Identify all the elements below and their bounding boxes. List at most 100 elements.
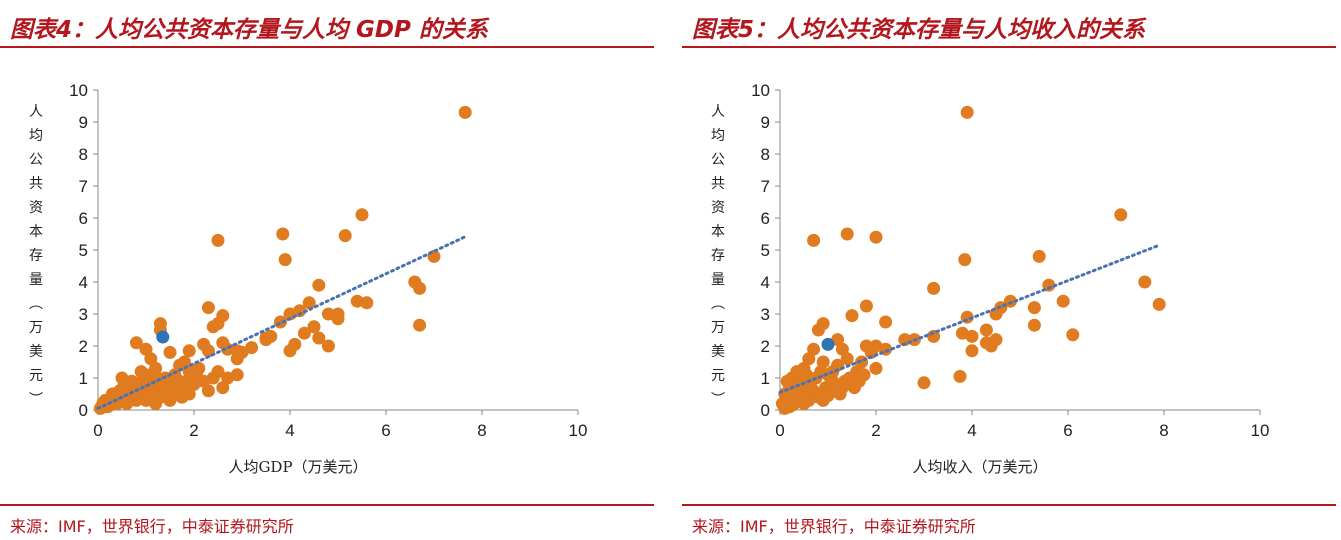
x-tick-label: 6 [1063,421,1072,440]
data-point [216,381,230,395]
data-point [211,233,225,247]
y-tick-label: 8 [79,145,88,164]
y-tick-label: 2 [79,337,88,356]
data-point [1152,297,1166,311]
x-tick-label: 10 [569,421,588,440]
y-tick-label: 1 [761,369,770,388]
y-tick-label: 7 [761,177,770,196]
data-point [826,374,840,388]
chart-panel-right: 图表5：人均公共资本存量与人均收入的关系 人均公共资本存量 ︵ 万美元 ︶ 0 1 2 3 4… [682,0,1336,540]
data-point [953,369,967,383]
data-point [182,344,196,358]
data-point [840,352,854,366]
y-tick-label: 9 [79,113,88,132]
data-point [1066,328,1080,342]
trend-line [96,234,470,410]
data-point [312,331,326,345]
data-point [831,333,845,347]
data-point [139,342,153,356]
data-point [1027,301,1041,315]
data-point [117,377,131,391]
data-point [859,339,873,353]
x-tick-label: 8 [477,421,486,440]
data-point [175,390,189,404]
x-tick-label: 4 [967,421,976,440]
data-point [201,301,215,315]
data-point [413,318,427,332]
data-point [859,299,873,313]
footer-rule [0,504,654,506]
data-point [276,227,290,241]
x-tick-label: 8 [1159,421,1168,440]
data-point [807,342,821,356]
data-point [1114,208,1128,222]
x-axis-label: 人均收入（万美元） [912,458,1047,476]
scatter-plot: 0 1 2 3 4 5 6 7 8 9 10 0 2 4 6 8 10 人均收入（万美元） [751,81,1269,476]
data-point [840,227,854,241]
data-point [173,358,187,372]
data-point [245,341,259,355]
data-point [835,381,849,395]
data-point [144,352,158,366]
data-point [958,253,972,267]
data-point [979,336,993,350]
source-note: 来源：IMF，世界银行，中泰证券研究所 [10,517,294,536]
data-point [965,344,979,358]
data-point [170,381,184,395]
x-tick-label: 4 [285,421,294,440]
data-point [278,253,292,267]
y-tick-label: 0 [761,401,770,420]
data-point [302,296,316,310]
data-point [206,320,220,334]
footer-rule [682,504,1336,506]
data-point [955,326,969,340]
y-tick-label: 4 [79,273,88,292]
data-point [845,309,859,323]
data-point [259,333,273,347]
y-tick-label: 7 [79,177,88,196]
trend-line [778,243,1161,394]
data-point [811,323,825,337]
chart-title: 图表5：人均公共资本存量与人均收入的关系 [692,17,1146,43]
x-tick-label: 2 [871,421,880,440]
highlight-point [156,330,170,344]
data-point [201,384,215,398]
data-point [979,323,993,337]
x-tick-label: 2 [189,421,198,440]
data-point [221,371,235,385]
data-point [960,105,974,119]
data-point [312,278,326,292]
data-point [129,336,143,350]
data-point [297,326,311,340]
data-point [879,315,893,329]
data-point [331,307,345,321]
x-tick-label: 0 [775,421,784,440]
y-tick-label: 10 [69,81,88,100]
data-point [802,352,816,366]
y-tick-label: 5 [761,241,770,260]
data-point [230,352,244,366]
data-point [917,376,931,390]
data-point [350,294,364,308]
y-tick-label: 6 [79,209,88,228]
data-point [360,296,374,310]
data-point [288,337,302,351]
data-point [189,368,203,382]
y-tick-label: 6 [761,209,770,228]
y-tick-label: 9 [761,113,770,132]
title-rule [0,46,654,48]
data-point [1003,294,1017,308]
scatter-plot: 0 1 2 3 4 5 6 7 8 9 10 0 2 4 6 8 10 人均GDP（万美元） [69,81,588,476]
y-tick-label: 10 [751,81,770,100]
data-point [1056,294,1070,308]
data-point [1027,318,1041,332]
y-tick-label: 8 [761,145,770,164]
data-point [1138,275,1152,289]
data-point [869,361,883,375]
y-axis-label: 人均公共资本存量 ︵ 万美元 ︶ [29,104,43,408]
data-point [780,374,794,388]
data-point [163,345,177,359]
data-point [821,389,835,403]
data-point [458,105,472,119]
data-point [321,307,335,321]
